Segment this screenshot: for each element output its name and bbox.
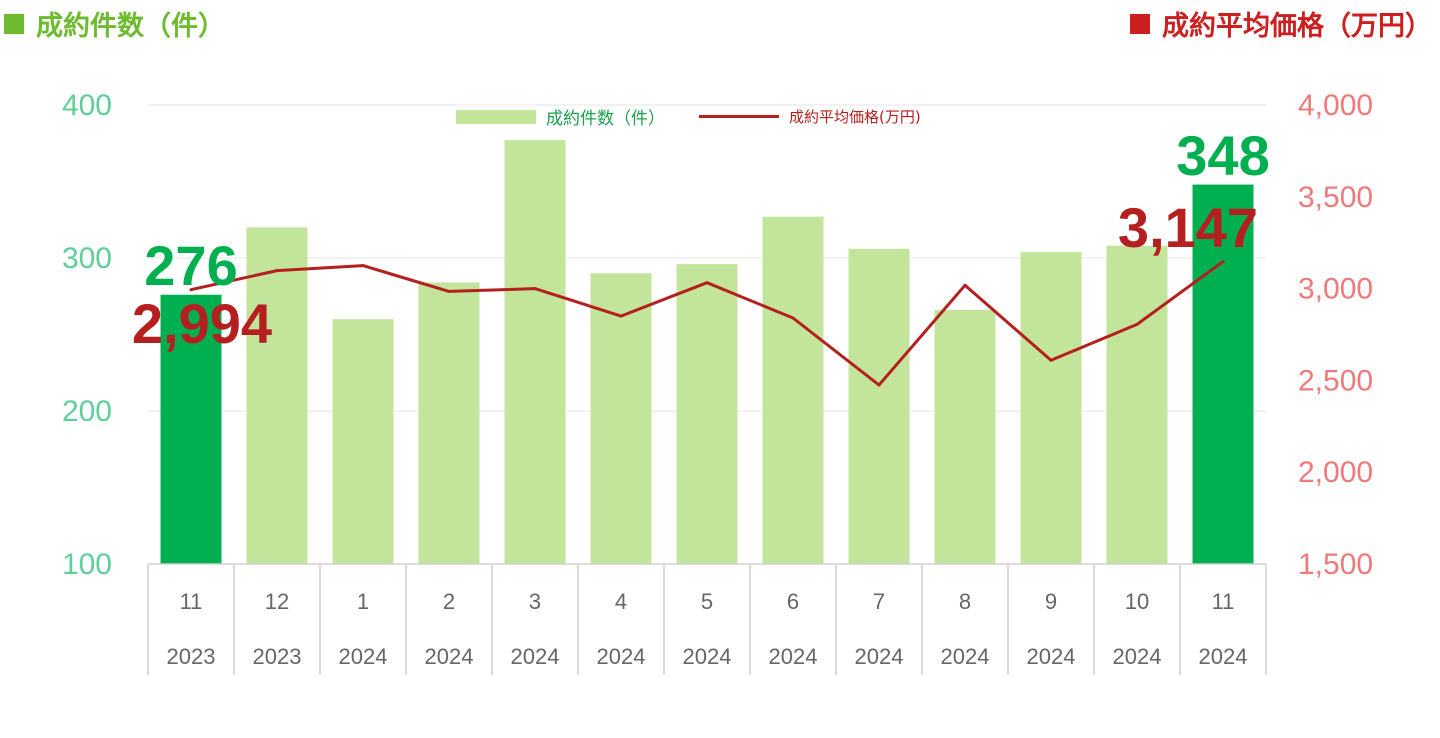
x-tick-month: 1	[357, 589, 369, 614]
line-point	[791, 316, 795, 320]
green-square-icon	[4, 13, 24, 34]
data-label-bar: 348	[1176, 124, 1269, 187]
x-tick-year: 2023	[167, 644, 216, 669]
x-tick-month: 8	[959, 589, 971, 614]
data-label-bar: 276	[144, 234, 237, 297]
right-tick-label: 3,500	[1298, 181, 1373, 214]
bar	[676, 264, 738, 564]
bar	[1192, 184, 1254, 564]
x-tick-month: 7	[873, 589, 885, 614]
line-point	[447, 289, 451, 293]
right-tick-label: 2,500	[1298, 364, 1373, 397]
x-tick-month: 11	[180, 589, 203, 614]
x-tick-year: 2024	[855, 644, 904, 669]
x-tick-year: 2024	[511, 644, 560, 669]
line-point	[533, 287, 537, 291]
x-tick-year: 2024	[683, 644, 732, 669]
x-tick-month: 10	[1125, 589, 1149, 614]
right-axis-title: 成約平均価格（万円）	[1162, 11, 1432, 42]
left-axis-title: 成約件数（件）	[36, 11, 225, 42]
left-tick-label: 200	[62, 395, 112, 428]
x-tick-month: 3	[529, 589, 541, 614]
x-tick-year: 2024	[1113, 644, 1162, 669]
bar	[590, 273, 652, 564]
line-point	[189, 288, 193, 292]
left-axis-header: 成約件数（件）	[4, 4, 225, 43]
x-tick-month: 11	[1212, 589, 1235, 614]
bar	[762, 216, 824, 564]
right-axis-header: 成約平均価格（万円）	[1130, 4, 1432, 43]
data-label-line: 2,994	[132, 292, 272, 355]
x-tick-year: 2023	[253, 644, 302, 669]
x-tick-year: 2024	[769, 644, 818, 669]
right-tick-label: 1,500	[1298, 548, 1373, 581]
x-tick-month: 6	[787, 589, 799, 614]
legend-line-swatch	[699, 115, 779, 118]
bar	[332, 319, 394, 564]
x-tick-year: 2024	[941, 644, 990, 669]
red-square-icon	[1130, 13, 1150, 34]
line-point	[361, 264, 365, 268]
line-point	[1049, 358, 1053, 362]
x-tick-month: 5	[701, 589, 713, 614]
x-tick-month: 12	[265, 589, 289, 614]
line-point	[963, 283, 967, 287]
data-label-line: 3,147	[1118, 196, 1258, 259]
bar	[1106, 245, 1168, 564]
line-point	[619, 314, 623, 318]
line-point	[275, 269, 279, 273]
x-tick-year: 2024	[339, 644, 388, 669]
x-tick-year: 2024	[1027, 644, 1076, 669]
left-tick-label: 400	[62, 89, 112, 122]
line-point	[1221, 260, 1225, 264]
left-tick-label: 300	[62, 242, 112, 275]
chart-legend: 成約件数（件） 成約平均価格(万円)	[456, 104, 921, 129]
x-tick-month: 9	[1045, 589, 1057, 614]
x-tick-year: 2024	[425, 644, 474, 669]
bar	[246, 227, 308, 564]
x-tick-month: 4	[615, 589, 627, 614]
bar	[934, 310, 996, 564]
right-tick-label: 4,000	[1298, 89, 1373, 122]
right-tick-label: 3,000	[1298, 273, 1373, 306]
x-tick-year: 2024	[597, 644, 646, 669]
bar	[418, 282, 480, 564]
line-point	[705, 281, 709, 285]
line-point	[877, 383, 881, 387]
bar	[848, 248, 910, 564]
x-tick-year: 2024	[1199, 644, 1248, 669]
bar	[1020, 251, 1082, 564]
bar	[160, 294, 222, 564]
legend-bar-swatch	[456, 109, 536, 124]
right-tick-label: 2,000	[1298, 456, 1373, 489]
legend-line-label: 成約平均価格(万円)	[789, 108, 921, 126]
left-tick-label: 100	[62, 548, 112, 581]
legend-bar-label: 成約件数（件）	[546, 109, 665, 129]
bar	[504, 140, 566, 564]
line-point	[1135, 322, 1139, 326]
x-tick-month: 2	[443, 589, 455, 614]
